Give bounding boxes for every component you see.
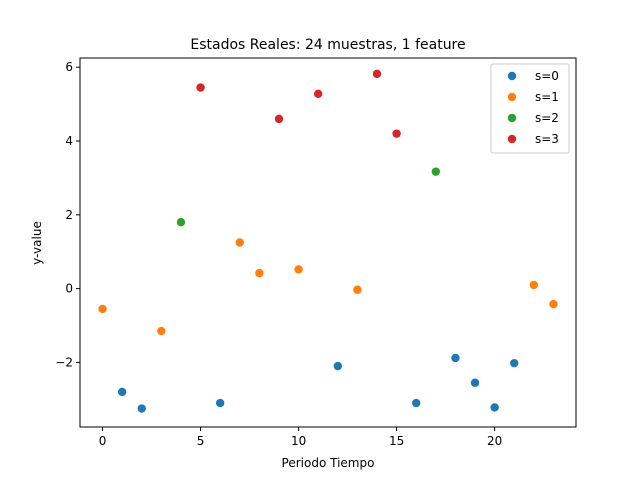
chart-title: Estados Reales: 24 muestras, 1 feature [190,37,465,53]
scatter-point-s1 [255,268,264,278]
scatter-point-s1 [529,280,539,290]
x-tick-label: 15 [389,434,404,448]
scatter-point-s3 [274,114,284,124]
legend: s=0 s=1 s=2 s=3 [490,63,570,154]
scatter-point-s0 [470,378,480,387]
y-tick-label: 0 [65,282,73,296]
legend-label: s=2 [535,111,559,125]
data-points [98,69,558,413]
y-tick-label: 6 [65,60,73,74]
scatter-point-s0 [490,403,499,412]
x-tick-label: 10 [291,434,306,448]
scatter-point-s2 [431,167,441,176]
scatter-point-s3 [196,83,205,92]
legend-label: s=3 [535,132,559,146]
y-tick-label: 2 [65,208,73,222]
scatter-point-s3 [392,129,401,138]
scatter-point-s1 [235,238,244,247]
plot-frame [79,57,577,428]
scatter-point-s0 [510,358,519,368]
y-tick-label: −2 [55,355,73,369]
legend-marker [507,113,517,123]
plot-area [79,57,577,428]
legend-label: s=0 [535,69,559,83]
scatter-point-s2 [176,218,186,227]
y-axis-label: y-value [30,221,44,265]
scatter-point-s0 [412,398,421,408]
legend-marker [507,71,517,81]
scatter-point-s1 [549,299,558,309]
scatter-point-s0 [333,361,343,371]
scatter-point-s1 [98,304,107,314]
scatter-point-s1 [353,285,362,294]
scatter-point-s0 [117,387,127,397]
scatter-point-s0 [137,404,146,413]
legend-marker [507,92,517,102]
legend-frame [490,63,570,154]
x-tick-label: 5 [197,434,205,448]
x-axis-label: Periodo Tiempo [282,456,375,470]
scatter-point-s0 [215,398,225,408]
legend-label: s=1 [535,90,559,104]
y-tick-label: 4 [65,134,73,148]
scatter-point-s3 [313,89,323,98]
x-axis-ticks: 0 5 10 15 20 [99,427,502,448]
x-tick-label: 0 [99,434,107,448]
scatter-point-s3 [372,69,382,79]
x-tick-label: 20 [487,434,502,448]
scatter-point-s0 [451,353,460,363]
scatter-point-s1 [294,265,303,274]
scatter-point-s1 [157,326,166,336]
legend-marker [507,134,517,144]
y-axis-ticks: −2 0 2 4 6 [55,60,80,369]
